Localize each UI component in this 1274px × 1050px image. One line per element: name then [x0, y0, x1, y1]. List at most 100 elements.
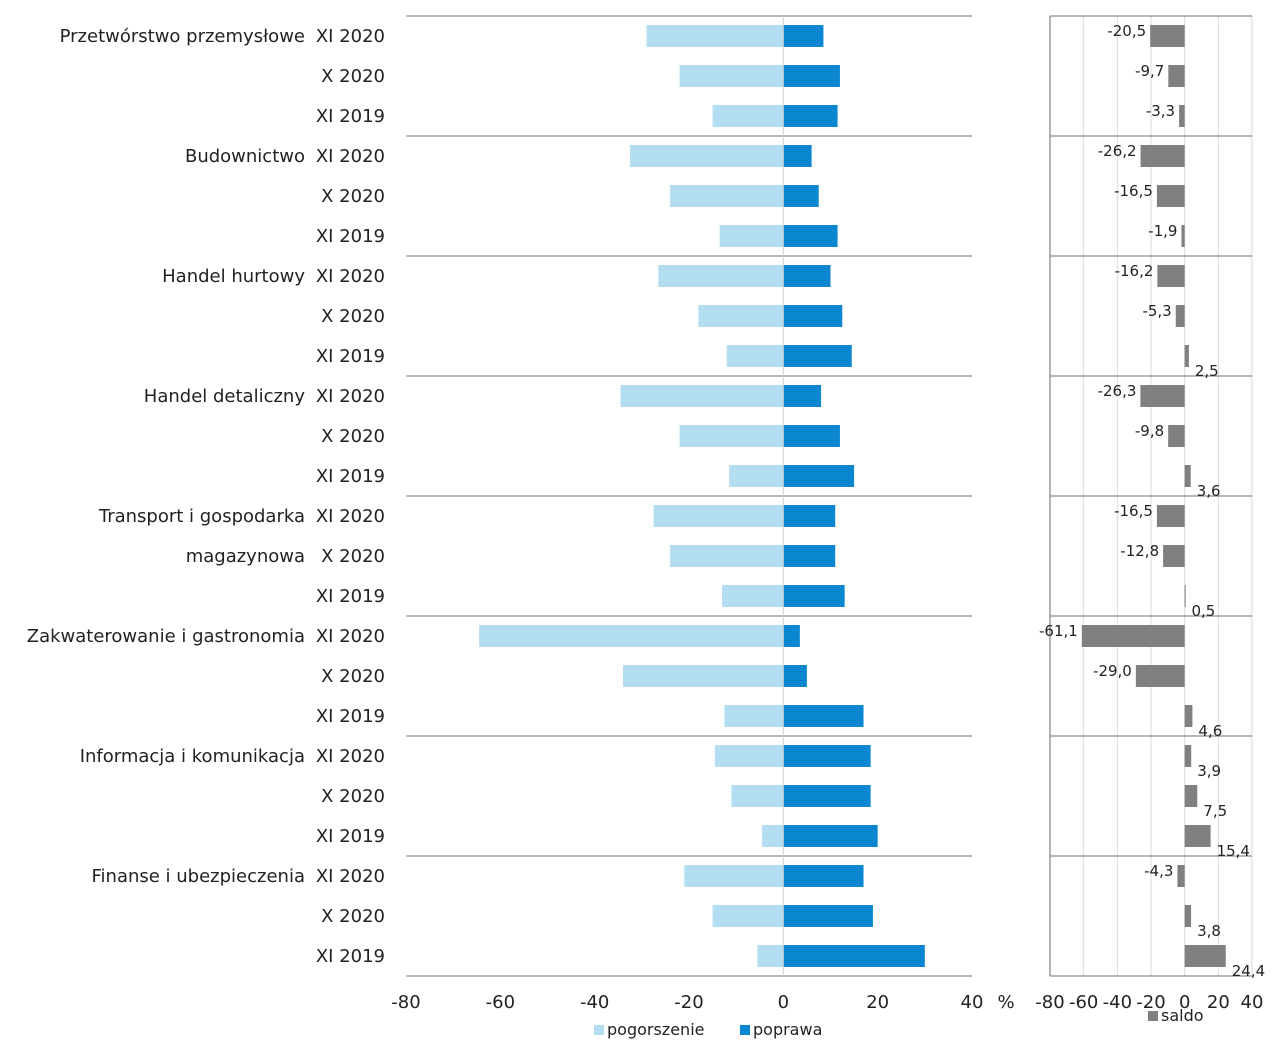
saldo-x-tick-label: -60: [1069, 992, 1098, 1013]
saldo-value-label: -12,8: [1120, 542, 1159, 560]
period-label: X 2020: [321, 666, 385, 687]
period-label: XI 2019: [316, 586, 385, 607]
period-label: XI 2020: [316, 866, 385, 887]
period-label: X 2020: [321, 546, 385, 567]
poprawa-bar: [783, 545, 836, 567]
poprawa-bar: [783, 105, 838, 127]
period-label: XI 2019: [316, 946, 385, 967]
saldo-value-label: -9,8: [1135, 422, 1164, 440]
saldo-x-tick-label: 40: [1241, 992, 1264, 1013]
saldo-bar: [1168, 65, 1185, 87]
saldo-value-label: -1,9: [1148, 222, 1177, 240]
legend-label-pogorszenie: pogorszenie: [607, 1020, 704, 1039]
sector-label: Zakwaterowanie i gastronomia: [27, 626, 305, 647]
poprawa-bar: [783, 305, 843, 327]
pogorszenie-bar: [698, 305, 784, 327]
x-tick-label: -40: [580, 992, 609, 1013]
pogorszenie-bar: [719, 225, 784, 247]
x-tick-label: -80: [391, 992, 420, 1013]
saldo-value-label: -16,2: [1115, 262, 1154, 280]
saldo-value-label: -26,3: [1098, 382, 1137, 400]
saldo-value-label: 3,6: [1197, 482, 1221, 500]
saldo-bar: [1184, 825, 1211, 847]
saldo-bar: [1184, 705, 1193, 727]
pogorszenie-bar: [653, 505, 784, 527]
saldo-bar: [1156, 505, 1185, 527]
saldo-bar: [1140, 385, 1185, 407]
period-label: XI 2020: [316, 746, 385, 767]
saldo-value-label: 15,4: [1217, 842, 1250, 860]
poprawa-bar: [783, 505, 836, 527]
saldo-bar: [1140, 145, 1185, 167]
period-label: XI 2020: [316, 266, 385, 287]
pogorszenie-bar: [724, 705, 784, 727]
poprawa-bar: [783, 225, 838, 247]
poprawa-bar: [783, 385, 822, 407]
pogorszenie-bar: [670, 545, 784, 567]
poprawa-bar: [783, 345, 852, 367]
pogorszenie-bar: [757, 945, 784, 967]
saldo-value-label: -26,2: [1098, 142, 1137, 160]
pogorszenie-bar: [622, 665, 784, 687]
saldo-bar: [1181, 225, 1185, 247]
saldo-value-label: -61,1: [1039, 622, 1078, 640]
saldo-bar: [1184, 465, 1191, 487]
poprawa-bar: [783, 905, 873, 927]
saldo-value-label: 7,5: [1203, 802, 1227, 820]
saldo-bar: [1177, 865, 1185, 887]
saldo-bar: [1163, 545, 1185, 567]
sector-label: Przetwórstwo przemysłowe: [60, 26, 305, 47]
pogorszenie-bar: [726, 345, 784, 367]
legend-swatch-saldo: [1148, 1011, 1158, 1021]
pogorszenie-bar: [670, 185, 784, 207]
poprawa-bar: [783, 425, 840, 447]
period-label: XI 2020: [316, 26, 385, 47]
period-label: XI 2019: [316, 706, 385, 727]
sector-label: Informacja i komunikacja: [80, 746, 305, 767]
sector-label: Transport i gospodarka: [98, 506, 305, 527]
period-label: XI 2020: [316, 506, 385, 527]
period-label: X 2020: [321, 186, 385, 207]
legend-label-saldo: saldo: [1161, 1006, 1204, 1025]
saldo-x-tick-label: 20: [1207, 992, 1230, 1013]
pogorszenie-bar: [620, 385, 784, 407]
pogorszenie-bar: [658, 265, 784, 287]
poprawa-bar: [783, 745, 871, 767]
poprawa-bar: [783, 705, 864, 727]
pogorszenie-bar: [714, 745, 784, 767]
x-tick-label: 40: [961, 992, 984, 1013]
pogorszenie-bar: [729, 465, 784, 487]
saldo-value-label: 24,4: [1232, 962, 1265, 980]
pogorszenie-bar: [684, 865, 784, 887]
saldo-bar: [1184, 785, 1198, 807]
saldo-x-tick-label: 0: [1179, 992, 1190, 1013]
period-label: XI 2019: [316, 226, 385, 247]
pogorszenie-bar: [630, 145, 784, 167]
pogorszenie-bar: [679, 65, 784, 87]
period-label: XI 2019: [316, 466, 385, 487]
sector-label: Handel detaliczny: [144, 386, 306, 407]
saldo-bar: [1175, 305, 1185, 327]
poprawa-bar: [783, 25, 824, 47]
legend-swatch-poprawa: [740, 1025, 750, 1035]
saldo-bar: [1179, 105, 1185, 127]
sector-label: Handel hurtowy: [162, 266, 305, 287]
sector-label: magazynowa: [186, 546, 305, 567]
saldo-bar: [1184, 345, 1189, 367]
saldo-value-label: -16,5: [1114, 502, 1153, 520]
saldo-x-tick-label: -20: [1136, 992, 1165, 1013]
saldo-bar: [1184, 945, 1226, 967]
pogorszenie-bar: [712, 105, 784, 127]
saldo-value-label: -4,3: [1144, 862, 1173, 880]
saldo-x-tick-label: -80: [1035, 992, 1064, 1013]
x-tick-label: -60: [486, 992, 515, 1013]
period-label: XI 2020: [316, 146, 385, 167]
sector-label: Finanse i ubezpieczenia: [91, 866, 305, 887]
saldo-value-label: 0,5: [1192, 602, 1216, 620]
poprawa-bar: [783, 665, 807, 687]
x-tick-label: 20: [866, 992, 889, 1013]
period-label: XI 2019: [316, 826, 385, 847]
poprawa-bar: [783, 65, 840, 87]
saldo-value-label: -9,7: [1135, 62, 1164, 80]
